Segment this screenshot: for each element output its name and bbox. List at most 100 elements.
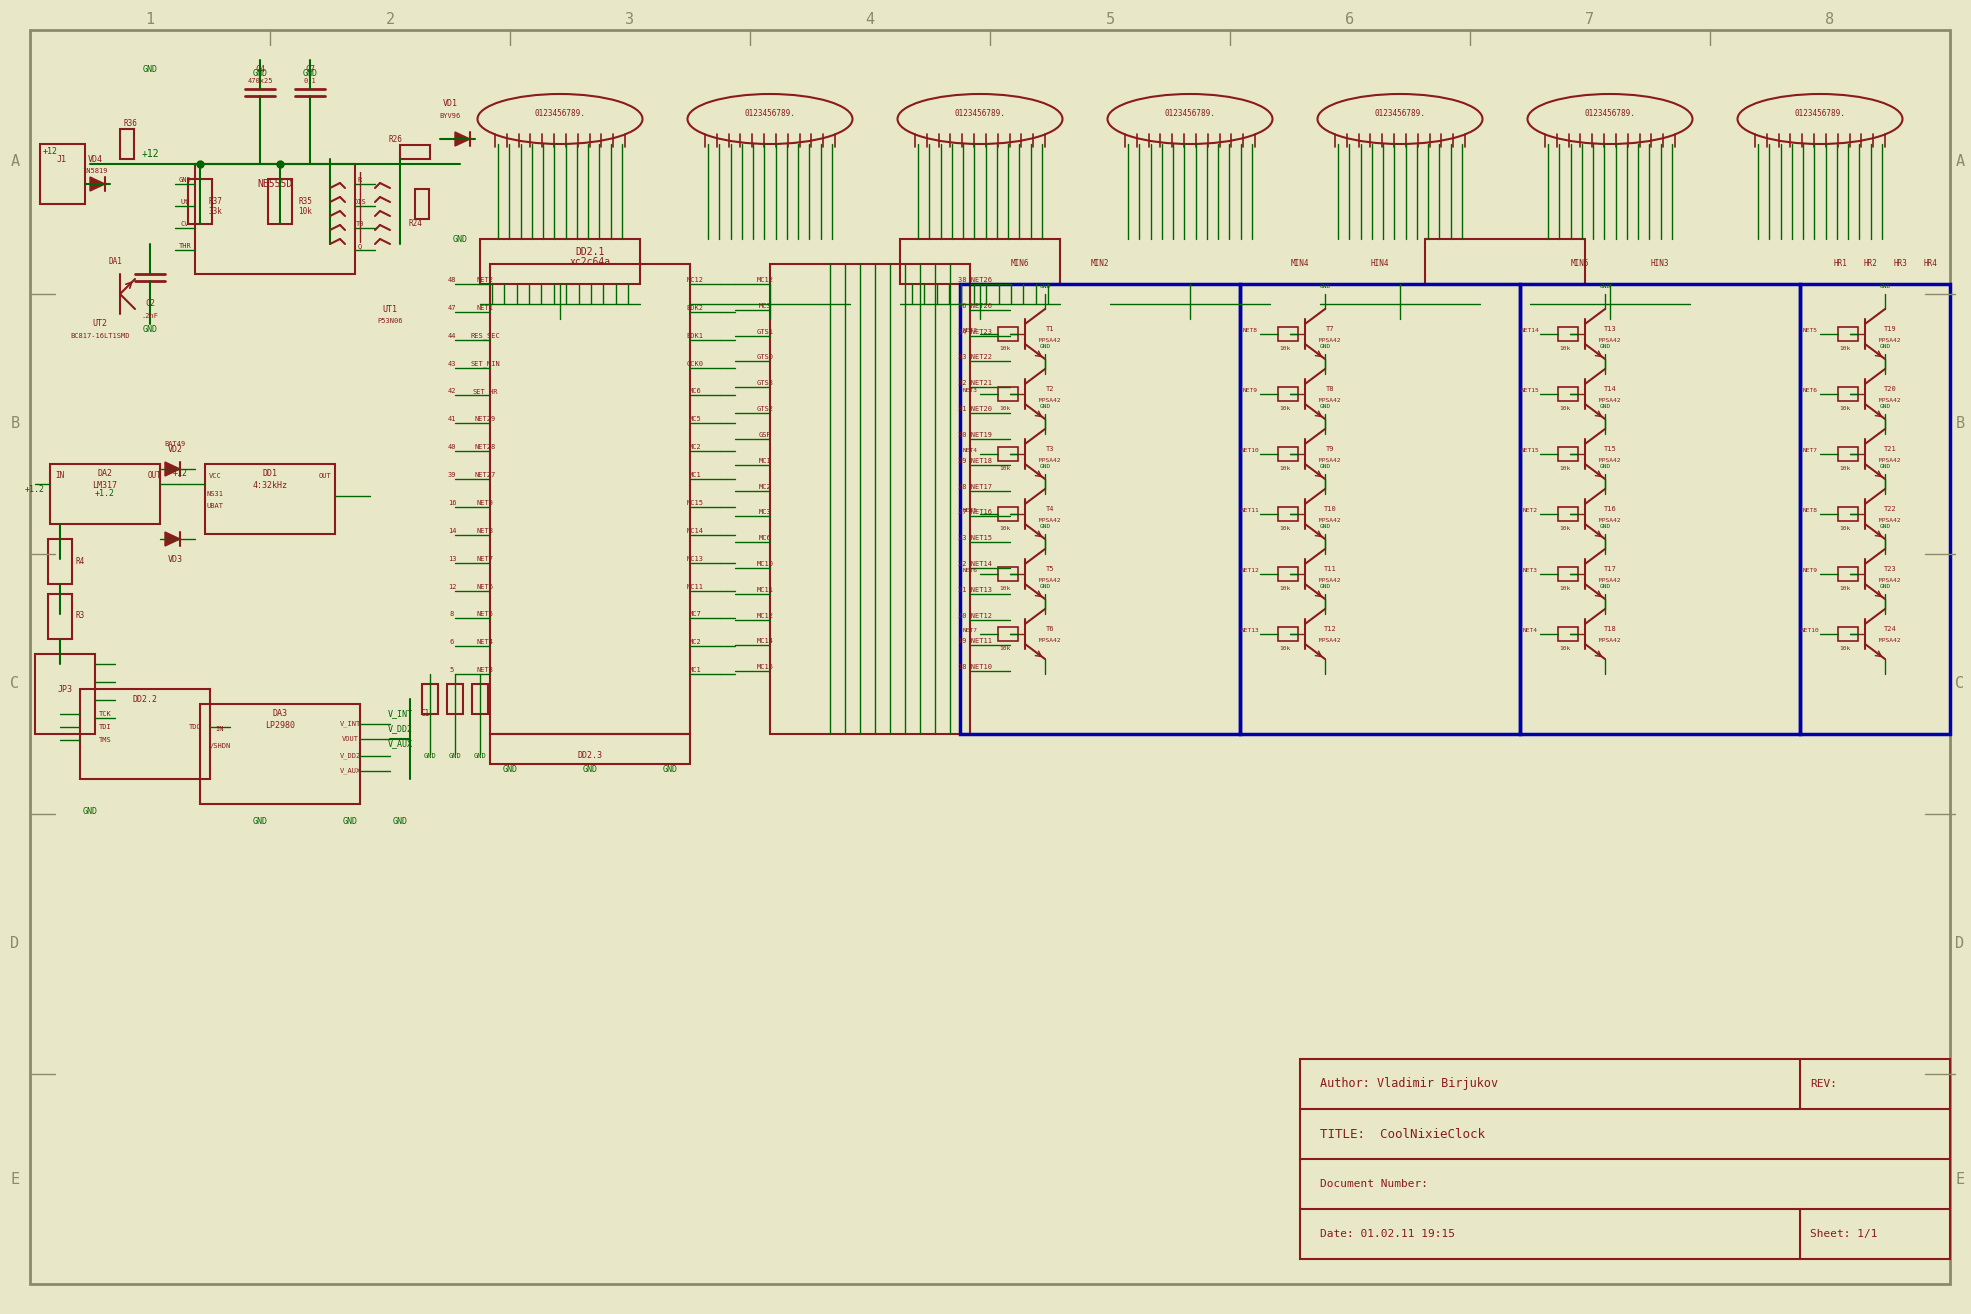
Text: 8: 8 xyxy=(1825,12,1835,26)
Text: GND: GND xyxy=(1319,405,1330,410)
Text: 10k: 10k xyxy=(1279,346,1291,351)
Text: GND: GND xyxy=(1598,585,1610,590)
Text: 10k: 10k xyxy=(1839,645,1851,650)
Text: GTS2: GTS2 xyxy=(757,406,773,413)
Text: DA3: DA3 xyxy=(272,710,288,719)
Text: NET6: NET6 xyxy=(962,568,978,573)
Text: T4: T4 xyxy=(1047,506,1054,512)
Text: 10k: 10k xyxy=(298,206,311,215)
Text: 10k: 10k xyxy=(1839,586,1851,590)
Bar xyxy=(1425,239,1585,284)
Text: 47: 47 xyxy=(447,305,455,311)
Text: GND: GND xyxy=(1319,344,1330,350)
Text: MC14: MC14 xyxy=(757,639,773,644)
Text: 40: 40 xyxy=(447,444,455,451)
Text: xc2c64a: xc2c64a xyxy=(570,258,611,267)
Text: 6: 6 xyxy=(449,640,453,645)
Bar xyxy=(1839,507,1859,520)
Text: C: C xyxy=(10,677,20,691)
Bar xyxy=(491,264,690,735)
Text: MPSA42: MPSA42 xyxy=(1598,578,1622,583)
Bar xyxy=(1800,284,1949,735)
Text: 10k: 10k xyxy=(1839,406,1851,410)
Text: MPSA42: MPSA42 xyxy=(1878,398,1902,403)
Text: NET7: NET7 xyxy=(477,556,493,561)
Text: MC11: MC11 xyxy=(757,587,773,593)
Text: MIN6: MIN6 xyxy=(1011,259,1029,268)
Text: MPSA42: MPSA42 xyxy=(1039,459,1060,464)
Text: 29 NET18: 29 NET18 xyxy=(958,457,991,464)
Bar xyxy=(1839,568,1859,581)
Text: GND: GND xyxy=(83,808,97,816)
Text: TCK: TCK xyxy=(99,711,112,717)
Text: GND: GND xyxy=(1039,585,1051,590)
Bar xyxy=(268,179,292,223)
Text: TMS: TMS xyxy=(99,737,112,742)
Text: GND: GND xyxy=(302,70,317,79)
Text: GND: GND xyxy=(1598,344,1610,350)
Text: RES_SEC: RES_SEC xyxy=(471,332,501,339)
Text: SET_MIN: SET_MIN xyxy=(471,360,501,367)
Text: JP3: JP3 xyxy=(57,685,73,694)
Text: 0123456789.: 0123456789. xyxy=(745,109,796,118)
Text: 8: 8 xyxy=(449,611,453,618)
Text: 10k: 10k xyxy=(1279,645,1291,650)
Text: HIN3: HIN3 xyxy=(1652,259,1669,268)
Text: 19 NET11: 19 NET11 xyxy=(958,639,991,644)
Text: A: A xyxy=(1955,155,1965,170)
Text: THR: THR xyxy=(179,243,191,248)
Polygon shape xyxy=(166,463,179,476)
Text: 10k: 10k xyxy=(1839,526,1851,531)
Text: MC3: MC3 xyxy=(759,510,771,515)
Bar xyxy=(1277,327,1299,342)
Text: T15: T15 xyxy=(1604,445,1616,452)
Text: NET14: NET14 xyxy=(1520,327,1539,332)
Text: B: B xyxy=(1955,417,1965,431)
Text: 10k: 10k xyxy=(1839,346,1851,351)
Text: 42: 42 xyxy=(447,389,455,394)
Text: NET5: NET5 xyxy=(962,507,978,512)
Text: T1: T1 xyxy=(1047,326,1054,332)
Text: GND: GND xyxy=(1880,344,1890,350)
Text: MPSA42: MPSA42 xyxy=(1598,519,1622,523)
Bar xyxy=(1557,388,1579,401)
Text: T5: T5 xyxy=(1047,566,1054,572)
Text: GND: GND xyxy=(343,817,357,827)
Text: MC3: MC3 xyxy=(759,302,771,309)
Bar xyxy=(1240,284,1520,735)
Text: NET2: NET2 xyxy=(1522,507,1537,512)
Text: DA1: DA1 xyxy=(108,256,122,265)
Text: NET11: NET11 xyxy=(1240,507,1259,512)
Text: 33 NET22: 33 NET22 xyxy=(958,355,991,360)
Text: MC1: MC1 xyxy=(688,668,702,673)
Bar xyxy=(997,627,1017,641)
Text: GND: GND xyxy=(1319,585,1330,590)
Text: MC13: MC13 xyxy=(686,556,704,561)
Text: NET5: NET5 xyxy=(477,611,493,618)
Text: 0123456789.: 0123456789. xyxy=(534,109,585,118)
Text: BAT49: BAT49 xyxy=(164,442,185,447)
Text: T19: T19 xyxy=(1884,326,1896,332)
Text: VD1: VD1 xyxy=(443,100,457,109)
Text: MPSA42: MPSA42 xyxy=(1319,578,1340,583)
Text: NET7: NET7 xyxy=(1803,448,1817,452)
Text: 10k: 10k xyxy=(1559,526,1571,531)
Text: V_AUX: V_AUX xyxy=(339,767,361,774)
Text: MPSA42: MPSA42 xyxy=(1598,639,1622,644)
Text: T14: T14 xyxy=(1604,386,1616,392)
Text: MPSA42: MPSA42 xyxy=(1039,339,1060,343)
Text: 4: 4 xyxy=(865,12,875,26)
Text: NET10: NET10 xyxy=(1801,628,1819,632)
Text: 10k: 10k xyxy=(1559,586,1571,590)
Bar xyxy=(960,284,1240,735)
Text: V_DD2: V_DD2 xyxy=(388,724,412,733)
Text: NET13: NET13 xyxy=(1240,628,1259,632)
Text: MPSA42: MPSA42 xyxy=(1319,519,1340,523)
Text: 470x25: 470x25 xyxy=(246,78,272,84)
Text: T17: T17 xyxy=(1604,566,1616,572)
Text: NET9: NET9 xyxy=(1242,388,1257,393)
Text: 13: 13 xyxy=(447,556,455,561)
Bar xyxy=(481,239,641,284)
Text: 10k: 10k xyxy=(999,586,1011,590)
Text: MC7: MC7 xyxy=(688,611,702,618)
